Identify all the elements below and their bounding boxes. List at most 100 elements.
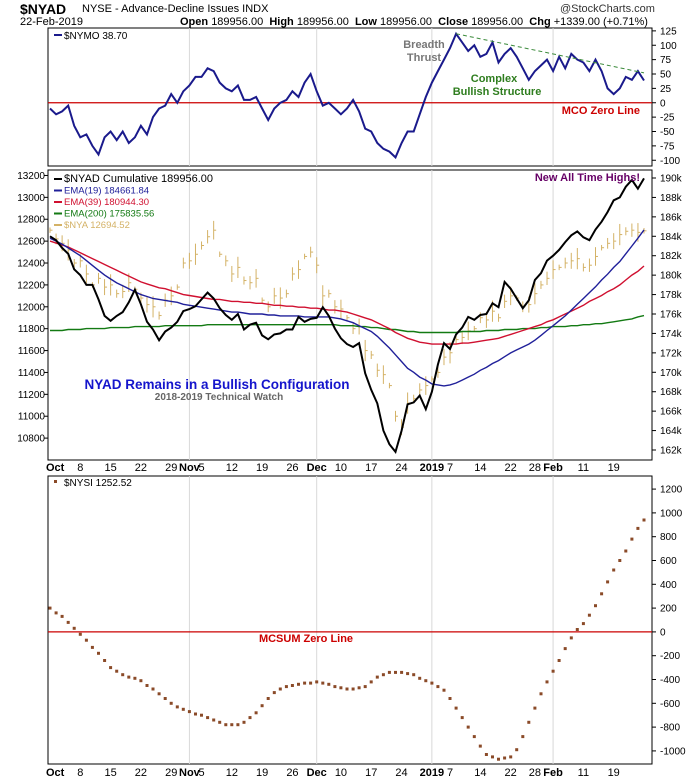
y-tick-label: -1000 bbox=[660, 746, 686, 757]
nysi-point bbox=[484, 753, 488, 756]
y-tick-label-left: 12000 bbox=[17, 302, 45, 313]
x-tick-label: Dec bbox=[307, 462, 327, 474]
nysi-point bbox=[90, 645, 94, 649]
annotation-technical-watch: 2018-2019 Technical Watch bbox=[155, 392, 283, 403]
nyad-cumulative-line bbox=[49, 177, 645, 455]
x-tick-label: 10 bbox=[335, 462, 347, 474]
y-tick-label-right: 162k bbox=[660, 446, 683, 457]
annotation-complex: Complex bbox=[471, 73, 518, 85]
x-tick-label: 22 bbox=[135, 767, 147, 779]
x-tick-label: 19 bbox=[256, 767, 268, 779]
nysi-point bbox=[278, 687, 282, 691]
mcsum-zero-label: MCSUM Zero Line bbox=[259, 633, 353, 645]
legend-nysi: $NYSI 1252.52 bbox=[64, 478, 132, 489]
y-tick-label-right: 180k bbox=[660, 271, 683, 282]
y-tick-label-right: 164k bbox=[660, 426, 683, 437]
nysi-point bbox=[200, 713, 203, 717]
chg-value: +1339.00 (+0.71%) bbox=[553, 16, 648, 28]
y-tick-label-right: 172k bbox=[660, 348, 683, 359]
nysi-point bbox=[121, 673, 125, 677]
open-value: 189956.00 bbox=[211, 16, 264, 28]
x-tick-label: Nov bbox=[179, 462, 201, 474]
x-tick-label: Feb bbox=[543, 767, 563, 779]
nysi-point bbox=[272, 691, 276, 695]
nysi-point bbox=[242, 720, 246, 724]
nysi-point bbox=[66, 620, 70, 624]
nysi-point bbox=[230, 723, 234, 727]
nysi-point bbox=[260, 704, 264, 708]
nysi-point bbox=[387, 670, 391, 674]
x-tick-label: 14 bbox=[474, 462, 486, 474]
nysi-point bbox=[97, 651, 100, 655]
y-tick-label-right: 168k bbox=[660, 387, 683, 398]
x-tick-label: 19 bbox=[256, 462, 268, 474]
nysi-point bbox=[60, 614, 64, 618]
nysi-point bbox=[315, 680, 319, 684]
nysi-point bbox=[363, 685, 367, 689]
nysi-point bbox=[327, 682, 331, 686]
y-tick-label-right: 182k bbox=[660, 251, 683, 262]
nysi-point bbox=[169, 701, 173, 705]
y-tick-label: 0 bbox=[660, 98, 666, 109]
nysi-point bbox=[218, 720, 222, 724]
nysi-point bbox=[406, 672, 410, 676]
x-tick-label: 29 bbox=[165, 462, 177, 474]
nysi-point bbox=[497, 757, 500, 761]
nysi-point bbox=[551, 669, 555, 673]
nysi-point bbox=[175, 705, 179, 709]
x-tick-label: 22 bbox=[135, 462, 147, 474]
nysi-point bbox=[606, 580, 610, 584]
y-tick-label: 25 bbox=[660, 84, 672, 95]
low-value: 189956.00 bbox=[380, 16, 433, 28]
x-tick-label: 28 bbox=[529, 767, 541, 779]
y-tick-label: 0 bbox=[660, 627, 666, 638]
nysi-point bbox=[345, 687, 349, 691]
y-tick-label-right: 166k bbox=[660, 407, 683, 418]
chg-label: Chg bbox=[529, 16, 551, 28]
legend-nymo: $NYMO 38.70 bbox=[64, 31, 128, 42]
nysi-point bbox=[181, 707, 185, 711]
y-tick-label: -800 bbox=[660, 723, 680, 734]
y-tick-label: -100 bbox=[660, 156, 680, 167]
nysi-point bbox=[478, 744, 482, 748]
close-value: 189956.00 bbox=[471, 16, 524, 28]
y-tick-label-left: 12600 bbox=[17, 237, 45, 248]
nysi-point bbox=[400, 670, 404, 674]
x-tick-label: 5 bbox=[198, 462, 204, 474]
y-tick-label-right: 174k bbox=[660, 329, 683, 340]
nysi-point bbox=[418, 676, 422, 680]
nysi-point bbox=[194, 712, 197, 716]
x-tick-label: 29 bbox=[165, 767, 177, 779]
x-tick-label: 2019 bbox=[420, 767, 444, 779]
nysi-point bbox=[109, 666, 113, 670]
nysi-point bbox=[127, 675, 131, 679]
annotation-breadth: Breadth bbox=[403, 39, 445, 51]
nysi-point bbox=[642, 518, 646, 522]
x-tick-label: 22 bbox=[505, 462, 517, 474]
nysi-point bbox=[381, 673, 385, 677]
x-tick-label: 11 bbox=[578, 767, 589, 779]
nysi-point bbox=[491, 755, 494, 759]
nysi-point bbox=[236, 723, 240, 727]
x-tick-label: 15 bbox=[104, 462, 116, 474]
y-tick-label-right: 188k bbox=[660, 193, 683, 204]
nysi-point bbox=[515, 748, 519, 752]
nysi-point bbox=[624, 549, 628, 553]
nysi-point bbox=[254, 711, 258, 715]
nysi-point bbox=[309, 681, 313, 685]
nysi-point bbox=[115, 669, 119, 673]
nysi-point bbox=[212, 718, 216, 722]
nysi-point bbox=[533, 706, 537, 710]
low-label: Low bbox=[354, 16, 377, 28]
nysi-point bbox=[303, 681, 307, 685]
nysi-point bbox=[442, 688, 446, 692]
x-tick-label: 26 bbox=[286, 767, 298, 779]
nysi-point bbox=[575, 628, 579, 631]
x-tick-label: 14 bbox=[474, 767, 486, 779]
y-tick-label-left: 11600 bbox=[18, 346, 46, 357]
ema19-line bbox=[49, 229, 645, 387]
nysi-point bbox=[339, 686, 343, 690]
nysi-point bbox=[103, 659, 107, 662]
